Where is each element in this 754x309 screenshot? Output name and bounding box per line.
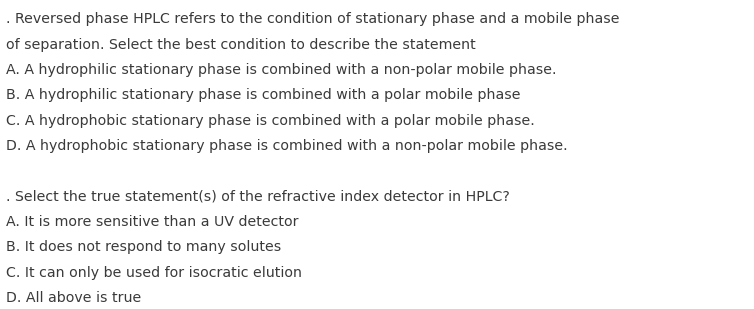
Text: B. A hydrophilic stationary phase is combined with a polar mobile phase: B. A hydrophilic stationary phase is com… (6, 88, 520, 102)
Text: B. It does not respond to many solutes: B. It does not respond to many solutes (6, 240, 281, 254)
Text: C. It can only be used for isocratic elution: C. It can only be used for isocratic elu… (6, 266, 302, 280)
Text: . Select the true statement(s) of the refractive index detector in HPLC?: . Select the true statement(s) of the re… (6, 190, 510, 204)
Text: D. All above is true: D. All above is true (6, 291, 141, 305)
Text: of separation. Select the best condition to describe the statement: of separation. Select the best condition… (6, 38, 476, 52)
Text: D. A hydrophobic stationary phase is combined with a non-polar mobile phase.: D. A hydrophobic stationary phase is com… (6, 139, 568, 153)
Text: C. A hydrophobic stationary phase is combined with a polar mobile phase.: C. A hydrophobic stationary phase is com… (6, 114, 535, 128)
Text: A. A hydrophilic stationary phase is combined with a non-polar mobile phase.: A. A hydrophilic stationary phase is com… (6, 63, 556, 77)
Text: A. It is more sensitive than a UV detector: A. It is more sensitive than a UV detect… (6, 215, 299, 229)
Text: . Reversed phase HPLC refers to the condition of stationary phase and a mobile p: . Reversed phase HPLC refers to the cond… (6, 12, 620, 26)
